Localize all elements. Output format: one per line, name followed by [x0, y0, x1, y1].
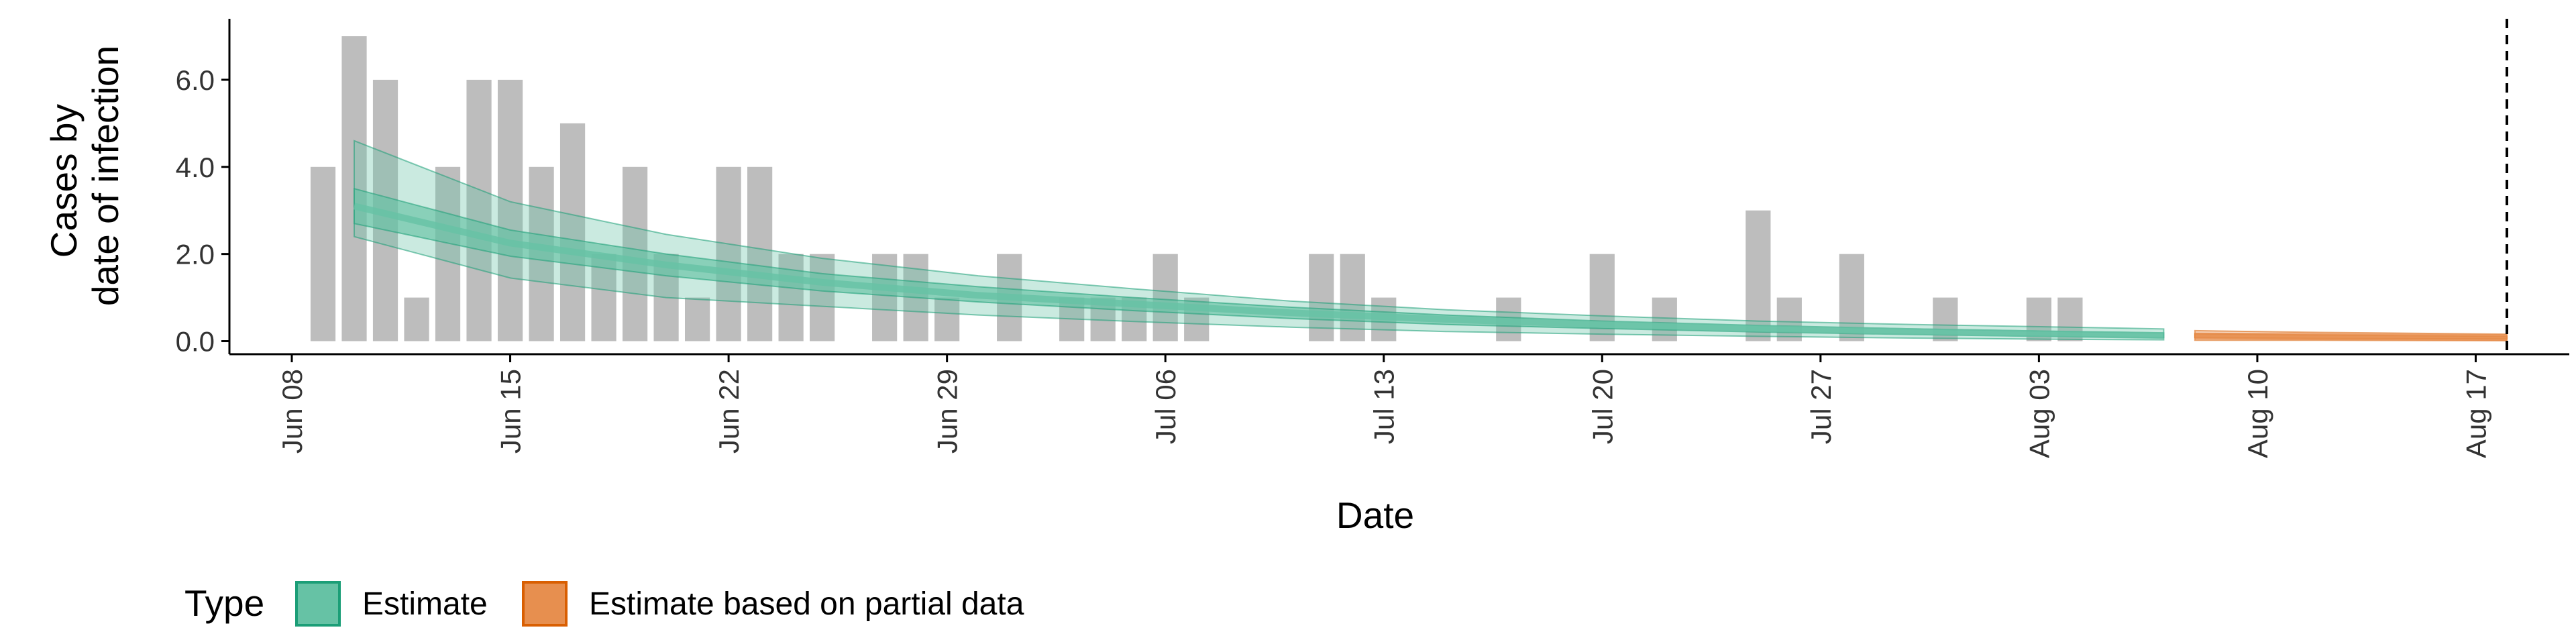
x-tick-label: Aug 17: [2460, 369, 2491, 458]
y-ticks: 0.0 2.0 4.0 6.0: [176, 64, 229, 358]
y-tick-label: 0.0: [176, 326, 215, 358]
bar: [1152, 254, 1178, 341]
legend: Type Estimate Estimate based on partial …: [184, 581, 1024, 627]
bar: [934, 297, 960, 341]
bar: [497, 79, 523, 341]
bar: [684, 297, 710, 341]
bar: [810, 254, 835, 341]
bar: [1776, 297, 1802, 341]
estimate-median-line: [353, 203, 2164, 339]
legend-title: Type: [184, 582, 264, 624]
bar: [1340, 254, 1365, 341]
x-tick-label: Jul 13: [1368, 369, 1400, 444]
bar: [435, 166, 461, 341]
legend-label-partial: Estimate based on partial data: [589, 586, 1024, 622]
x-tick-label: Jun 15: [495, 369, 527, 453]
bar: [466, 79, 492, 341]
x-tick-label: Jul 20: [1587, 369, 1618, 444]
case-bars: [310, 36, 2083, 341]
bar: [559, 123, 586, 341]
x-tick-label: Jun 22: [713, 369, 745, 453]
bar: [872, 254, 898, 341]
legend-label-estimate: Estimate: [362, 586, 488, 622]
legend-swatch-partial: [522, 581, 568, 627]
bar: [716, 166, 741, 341]
bar: [1839, 254, 1864, 341]
bar: [1746, 210, 1771, 341]
partial-estimate-median-line: [2194, 332, 2508, 341]
bar: [1652, 297, 1677, 341]
x-tick-label: Jun 08: [276, 369, 308, 453]
estimate-ribbons: [353, 140, 2508, 341]
bar: [310, 166, 336, 341]
y-tick-label: 4.0: [176, 152, 215, 183]
x-ticks: Jun 08 Jun 15 Jun 22 Jun 29 Jul 06 Jul 13 Jul …: [276, 354, 2491, 458]
x-tick-label: Aug 03: [2023, 369, 2055, 458]
y-tick-label: 2.0: [176, 239, 215, 270]
legend-swatch-estimate: [295, 581, 341, 627]
bar: [404, 297, 429, 341]
y-axis-title-line-2: date of infection: [85, 46, 126, 306]
y-axis-title: Cases by date of infection: [43, 46, 126, 306]
bar: [747, 166, 773, 341]
x-tick-label: Jul 06: [1150, 369, 1181, 444]
y-tick-label: 6.0: [176, 64, 215, 96]
x-tick-label: Jul 27: [1805, 369, 1837, 444]
y-axis-title-line-1: Cases by: [43, 104, 85, 258]
x-tick-label: Jun 29: [932, 369, 963, 453]
x-axis-title: Date: [1336, 494, 1414, 536]
bar: [1309, 254, 1334, 341]
x-tick-label: Aug 10: [2242, 369, 2273, 458]
